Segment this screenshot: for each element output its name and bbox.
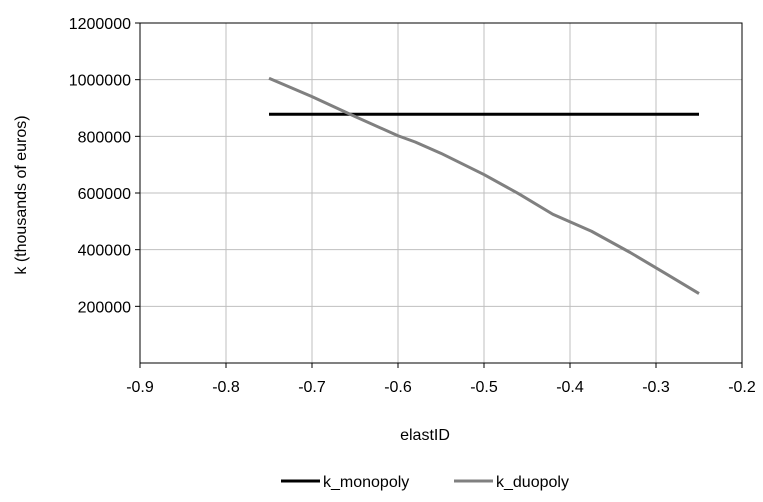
legend: k_monopoly k_duopoly: [281, 474, 569, 491]
legend-label-k-monopoly: k_monopoly: [323, 474, 409, 491]
x-tick-label: -0.3: [642, 379, 670, 396]
series-line-k-duopoly: [268, 76, 700, 295]
y-tick-label: 200000: [78, 299, 131, 316]
x-axis-title: elastID: [400, 427, 450, 444]
y-tick-label: 1000000: [69, 73, 131, 90]
y-axis-title: k (thousands of euros): [13, 115, 30, 274]
y-tick-label: 800000: [78, 129, 131, 146]
x-tick-label: -0.8: [212, 379, 240, 396]
x-tick-label: -0.6: [384, 379, 412, 396]
x-tick-label: -0.2: [728, 379, 756, 396]
x-tick-label: -0.7: [298, 379, 326, 396]
x-tick-label: -0.9: [126, 379, 154, 396]
y-tick-label: 1200000: [69, 16, 131, 33]
x-tick-label: -0.4: [556, 379, 584, 396]
y-tick-labels: 200000 400000 600000 800000 1000000 1200000: [69, 16, 131, 316]
x-tick-label: -0.5: [470, 379, 498, 396]
axes: [135, 22, 743, 368]
legend-label-k-duopoly: k_duopoly: [496, 474, 569, 491]
y-tick-label: 400000: [78, 243, 131, 260]
gridlines: [140, 22, 743, 363]
y-tick-label: 600000: [78, 186, 131, 203]
series-lines: [268, 76, 700, 295]
x-tick-labels: -0.9 -0.8 -0.7 -0.6 -0.5 -0.4 -0.3 -0.2: [126, 379, 756, 396]
